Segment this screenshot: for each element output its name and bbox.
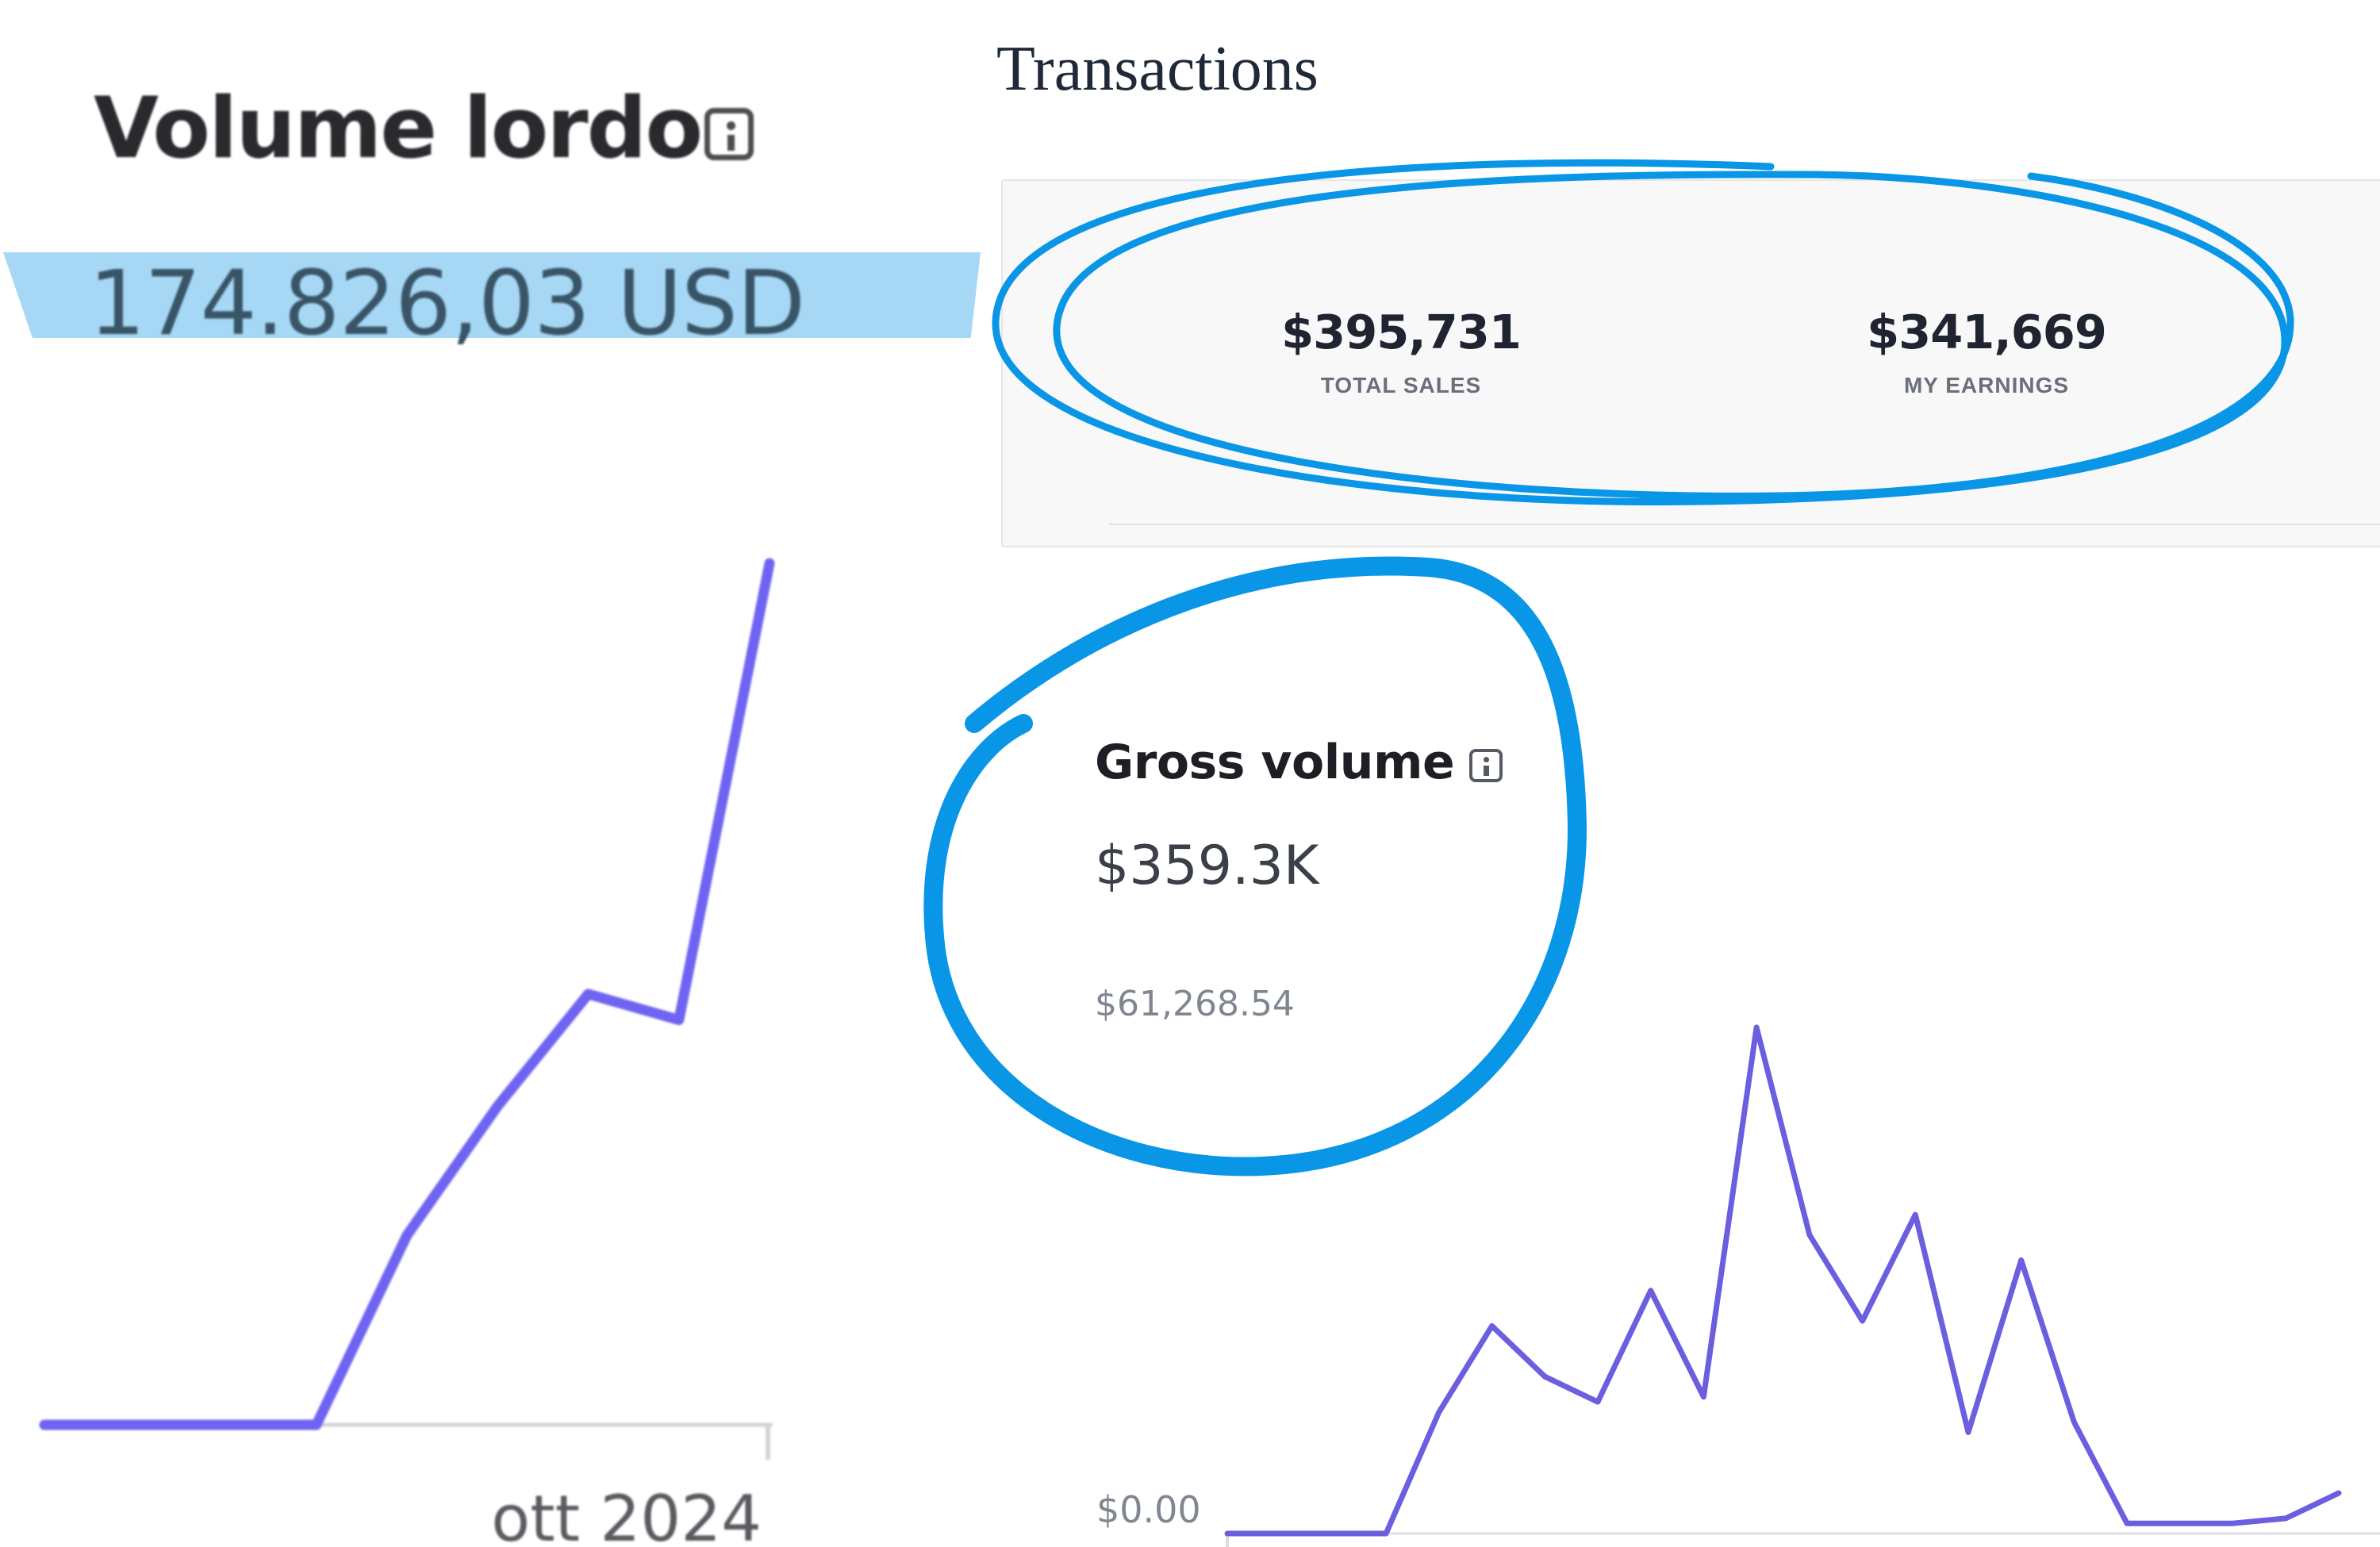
series-line <box>39 558 775 1430</box>
gross-volume-title: Gross volume <box>1095 735 1455 790</box>
x-tick-label: ott 2024 <box>491 1482 762 1547</box>
total-sales-label: TOTAL SALES <box>1320 373 1482 397</box>
transactions-title: Transactions <box>996 34 1319 104</box>
info-icon[interactable] <box>704 108 754 160</box>
total-sales-value: $395,731 <box>1281 305 1522 359</box>
gross-volume-value: $359.3K <box>1095 835 1319 897</box>
volume-lordo-amount: 174.826,03 USD <box>89 252 805 355</box>
my-earnings-label: MY EARNINGS <box>1903 373 2070 397</box>
info-icon[interactable] <box>1469 749 1503 782</box>
card-divider <box>1109 524 2380 525</box>
y-tick-label: $0.00 <box>1096 1488 1201 1531</box>
my-earnings-value: $341,669 <box>1867 305 2107 359</box>
volume-lordo-title: Volume lordo <box>94 79 703 177</box>
transactions-summary-card <box>1001 179 2380 547</box>
series-line <box>1224 1024 2342 1537</box>
amount-highlight <box>3 252 981 338</box>
volume-lordo-chart: ott 2024 <box>39 558 775 1547</box>
gross-volume-chart <box>1224 1024 2380 1547</box>
